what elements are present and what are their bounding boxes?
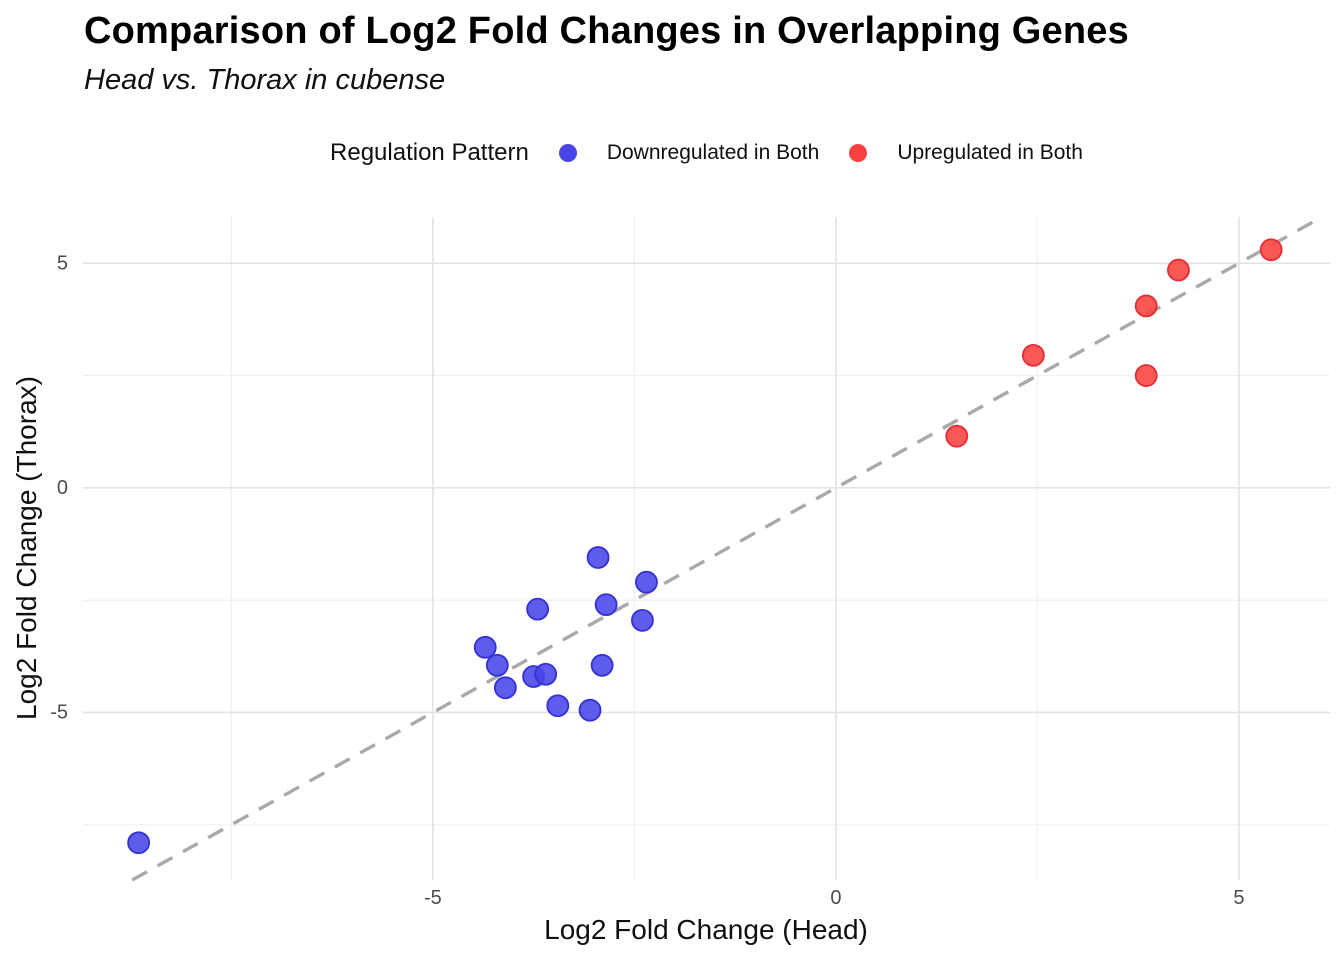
x-tick-label: 0 [830,887,841,909]
legend-item-downregulated: Downregulated in Both [558,141,820,165]
data-point-upregulated [1259,238,1283,262]
legend-item-upregulated: Upregulated in Both [849,141,1083,165]
data-point-upregulated [1134,294,1158,318]
data-point-downregulated [631,608,654,632]
data-point-downregulated [473,635,497,659]
legend: Regulation Pattern Downregulated in Both… [83,136,1330,170]
x-axis-title: Log2 Fold Change (Head) [544,914,868,945]
y-tick-label: 0 [57,477,68,499]
x-tick-label: -5 [424,887,442,909]
data-point-upregulated [1167,258,1190,282]
data-point-downregulated [534,662,558,686]
data-point-downregulated [635,570,658,594]
legend-item-label: Downregulated in Both [606,141,820,164]
data-point-downregulated [590,653,614,677]
legend-title: Regulation Pattern [330,139,529,166]
data-point-downregulated [485,653,509,677]
identity-reference-line [131,215,1323,882]
data-point-downregulated [127,831,151,855]
data-point-upregulated [1134,364,1158,387]
data-point-upregulated [945,424,969,448]
data-point-downregulated [586,546,610,569]
downregulated-dot-icon [558,144,577,162]
data-point-downregulated [578,698,602,722]
data-point-upregulated [1021,343,1045,367]
data-point-downregulated [546,694,570,718]
data-point-downregulated [493,676,517,700]
x-tick-label: 5 [1233,887,1244,909]
chart-subtitle: Head vs. Thorax in cubense [84,64,446,96]
y-axis-title: Log2 Fold Change (Thorax) [11,376,42,720]
legend-item-label: Upregulated in Both [897,141,1083,164]
data-point-downregulated [594,593,618,617]
y-tick-label: 5 [57,252,68,274]
data-point-downregulated [526,597,550,621]
upregulated-dot-icon [849,144,868,162]
y-tick-label: -5 [50,701,68,723]
chart-title: Comparison of Log2 Fold Changes in Overl… [84,10,1129,52]
